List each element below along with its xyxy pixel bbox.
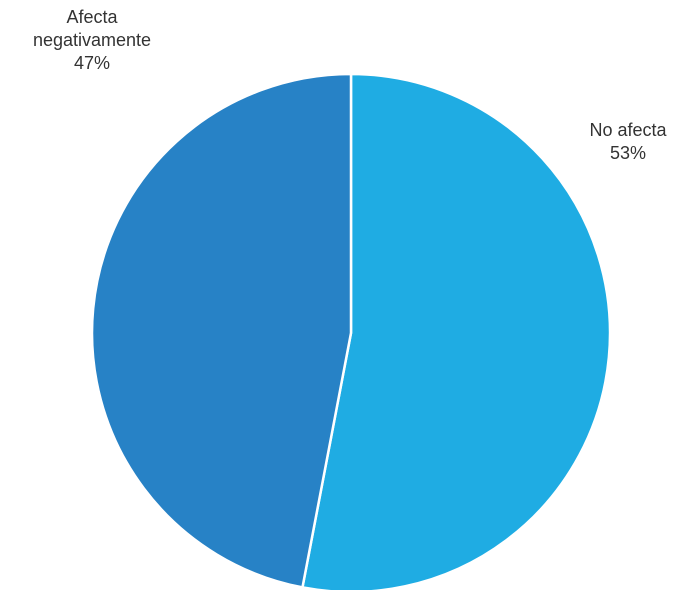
label-line: No afecta [589, 120, 667, 140]
pie-slice-afecta-negativamente [90, 72, 353, 589]
label-percent: 47% [73, 53, 111, 73]
data-label-no-afecta: No afecta 53% [570, 119, 686, 165]
label-line: Afecta [66, 7, 118, 27]
data-label-afecta-negativamente: Afecta negativamente 47% [0, 6, 184, 75]
label-line: negativamente [32, 30, 152, 50]
label-percent: 53% [609, 143, 647, 163]
pie-slice-no-afecta [301, 72, 612, 590]
